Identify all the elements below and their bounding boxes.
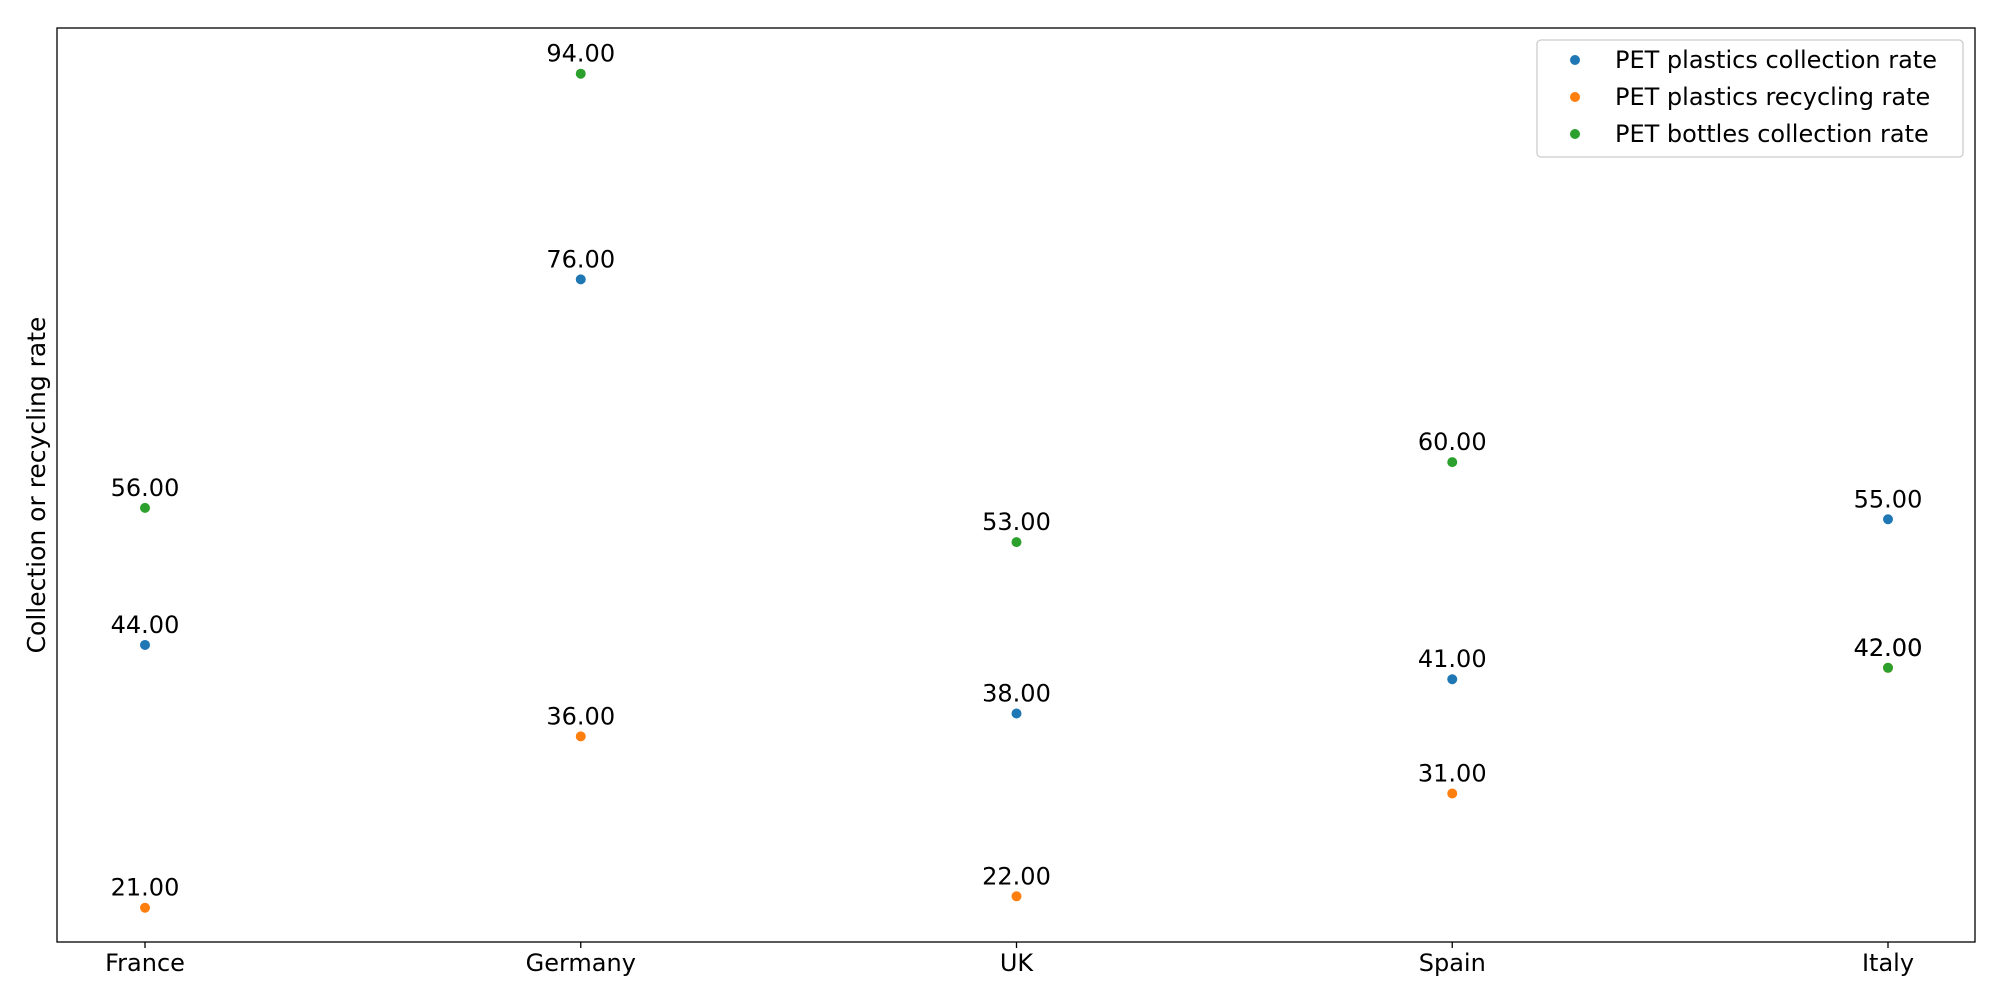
- data-point: [1447, 674, 1458, 685]
- x-tick-label: Italy: [1862, 949, 1914, 977]
- data-label: 31.00: [1418, 759, 1487, 787]
- legend-marker: [1570, 92, 1580, 102]
- data-point: [1447, 788, 1458, 799]
- data-label: 38.00: [982, 680, 1051, 708]
- data-point: [1883, 514, 1893, 525]
- data-point: [140, 902, 150, 913]
- data-label: 42.00: [1854, 634, 1923, 662]
- data-labels: 44.00 76.00 38.00 41.00 55.00 21.00 36.00 22.00…: [111, 40, 1923, 902]
- data-point: [1011, 537, 1022, 548]
- data-point: [575, 68, 586, 79]
- data-points: [140, 68, 1893, 913]
- legend-marker: [1570, 55, 1580, 65]
- data-label: 60.00: [1418, 428, 1487, 456]
- legend-marker: [1570, 129, 1580, 139]
- data-label: 76.00: [546, 245, 615, 273]
- legend-label: PET plastics collection rate: [1615, 46, 1937, 74]
- data-label: 94.00: [546, 40, 615, 68]
- data-point: [140, 502, 150, 513]
- data-point: [1011, 891, 1022, 902]
- data-label: 42.00: [1854, 634, 1923, 662]
- x-tick-label: UK: [1000, 949, 1035, 977]
- x-tick-label: Germany: [526, 949, 636, 977]
- data-point: [1011, 708, 1022, 719]
- data-label: 53.00: [982, 508, 1051, 536]
- data-label: 56.00: [111, 474, 180, 502]
- data-point: [140, 639, 150, 650]
- legend-box: [1536, 39, 1964, 158]
- y-axis-label: Collection or recycling rate: [22, 317, 51, 654]
- data-point: [1447, 457, 1458, 468]
- data-label: 21.00: [111, 874, 180, 902]
- legend: PET plastics collection rate PET plastics…: [1536, 39, 1964, 158]
- x-axis-ticks: France Germany UK Spain Italy: [105, 942, 1914, 977]
- data-point: [575, 731, 586, 742]
- data-label: 36.00: [546, 702, 615, 730]
- data-label: 22.00: [982, 862, 1051, 890]
- x-tick-label: Spain: [1419, 949, 1486, 977]
- data-point: [1883, 662, 1893, 673]
- data-point: [575, 274, 586, 285]
- data-label: 44.00: [111, 611, 180, 639]
- legend-label: PET bottles collection rate: [1615, 120, 1929, 148]
- x-tick-label: France: [105, 949, 185, 977]
- legend-label: PET plastics recycling rate: [1615, 83, 1930, 111]
- data-label: 55.00: [1854, 485, 1923, 513]
- data-label: 41.00: [1418, 645, 1487, 673]
